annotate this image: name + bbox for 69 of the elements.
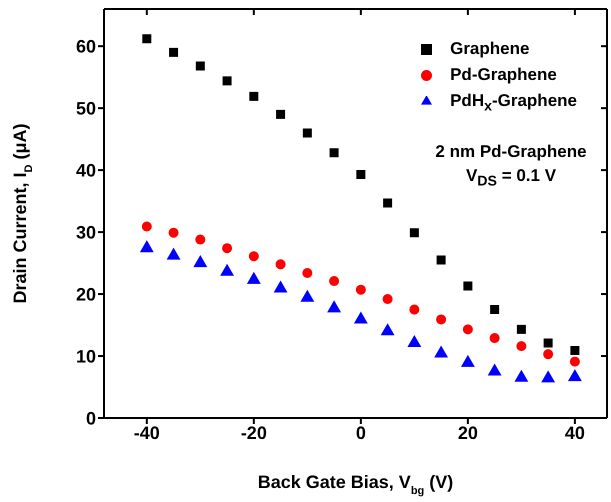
point <box>463 282 472 291</box>
point <box>462 324 473 334</box>
point <box>383 198 392 208</box>
point <box>142 222 152 232</box>
point <box>329 276 340 286</box>
point <box>543 349 554 360</box>
point <box>356 284 366 295</box>
x-tick-label: -20 <box>240 422 267 443</box>
point <box>249 92 258 101</box>
point <box>276 110 286 119</box>
x-tick-label: 40 <box>564 422 585 443</box>
point <box>461 355 474 367</box>
point <box>568 370 582 382</box>
legend-label: Graphene <box>450 39 530 58</box>
point <box>302 128 312 138</box>
y-tick-label: 10 <box>76 346 96 366</box>
point <box>570 356 580 367</box>
point <box>194 256 207 268</box>
point <box>570 346 580 355</box>
point <box>196 62 205 71</box>
point <box>381 324 394 336</box>
x-tick-label: -40 <box>134 422 160 443</box>
point <box>410 228 419 238</box>
point <box>222 243 232 254</box>
point <box>142 34 152 44</box>
point <box>302 268 312 278</box>
point <box>516 341 526 352</box>
y-tick-label: 40 <box>76 160 96 181</box>
legend-label: Pd-Graphene <box>450 65 557 84</box>
y-tick-label: 0 <box>86 408 96 428</box>
point <box>166 248 180 260</box>
annotation: V$_{DS}$ = 0.1 V <box>464 165 558 192</box>
legend-label: PdH$_{x}$-Graphene <box>450 91 577 114</box>
annotation: 2 nm Pd-Graphene <box>434 141 588 163</box>
point <box>514 370 528 382</box>
point <box>247 272 260 284</box>
point <box>436 314 446 324</box>
x-tick-label: 20 <box>458 422 478 443</box>
point <box>436 255 446 264</box>
point <box>168 228 179 238</box>
point <box>434 346 448 358</box>
point <box>356 170 366 179</box>
point <box>354 312 368 324</box>
point <box>276 259 286 270</box>
x-axis-title: Back Gate Bias, V$_{bg}$ (V) <box>258 472 454 497</box>
point <box>248 251 259 262</box>
point <box>140 240 154 252</box>
y-tick-label: 30 <box>76 222 96 242</box>
point <box>542 370 555 382</box>
point <box>300 290 314 302</box>
y-tick-label: 20 <box>76 284 96 304</box>
point <box>195 234 206 245</box>
point <box>488 364 502 376</box>
point <box>490 333 500 344</box>
y-tick-label: 60 <box>76 36 96 57</box>
point <box>328 300 341 312</box>
point <box>516 324 526 334</box>
point <box>409 304 420 315</box>
point <box>544 338 553 348</box>
point <box>220 264 234 276</box>
point <box>169 48 178 57</box>
point <box>490 305 500 314</box>
point <box>382 294 393 304</box>
point <box>222 76 232 86</box>
y-tick-label: 50 <box>76 98 96 119</box>
point <box>330 148 339 158</box>
point <box>408 336 421 348</box>
x-tick-label: 0 <box>356 422 366 443</box>
point <box>274 280 288 292</box>
